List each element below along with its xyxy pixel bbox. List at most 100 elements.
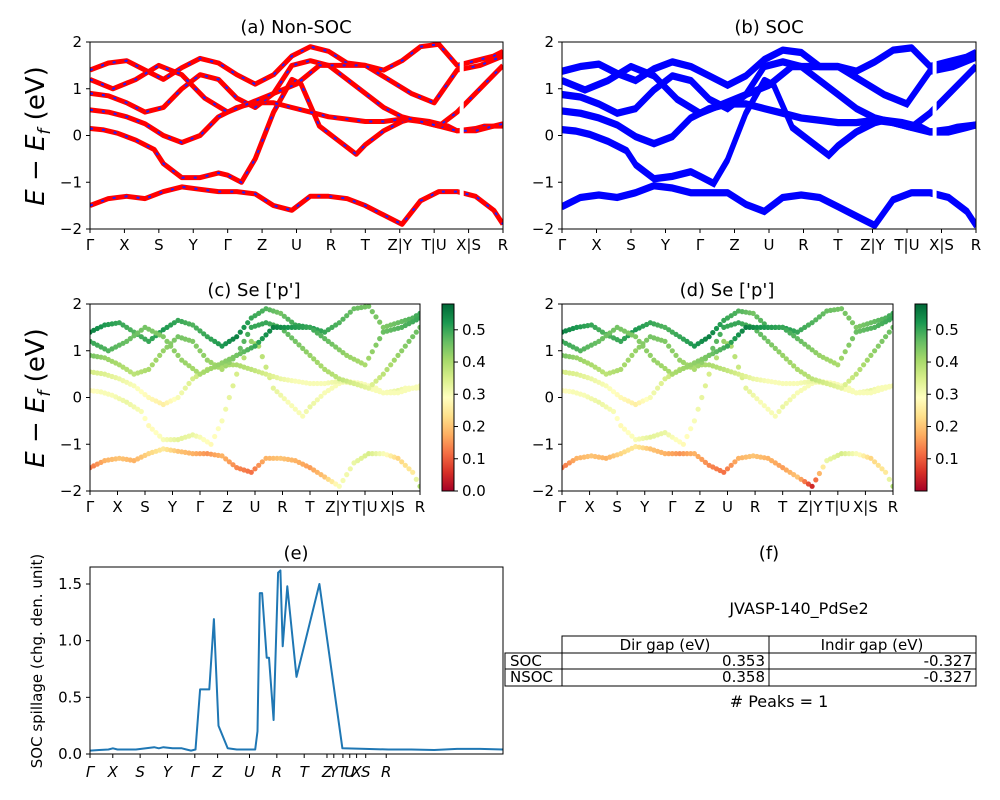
band-point	[201, 451, 207, 457]
xtick-label: X|S	[929, 236, 954, 254]
band-point	[252, 313, 258, 319]
colorbar-tick-label: 0.2	[935, 418, 959, 436]
band-point	[772, 413, 778, 419]
band-point	[131, 383, 137, 389]
band-point	[234, 334, 240, 340]
band-point	[127, 336, 133, 342]
band-point	[138, 408, 144, 415]
band-point	[563, 462, 569, 468]
band-point	[274, 324, 280, 330]
band-point	[267, 455, 273, 461]
band-point	[300, 324, 306, 330]
xtick-label: R	[381, 763, 391, 781]
panel-d-yticks: 2 1 0 −1 −2	[532, 295, 562, 500]
band-point	[772, 324, 778, 330]
xtick-label: U	[764, 236, 775, 254]
band-point	[164, 324, 170, 330]
band-point	[838, 451, 845, 457]
xtick-label: U	[244, 763, 255, 781]
band-point	[783, 356, 789, 362]
band-point	[610, 408, 617, 415]
colorbar-tick-label: 0.3	[935, 385, 959, 403]
band-point	[662, 338, 668, 344]
band-point	[300, 345, 306, 351]
band-line-split-2	[562, 103, 976, 148]
band-point	[417, 324, 420, 330]
band-point	[369, 382, 375, 388]
band-point	[875, 462, 881, 468]
band-line-split-3	[562, 61, 976, 132]
band-point	[168, 437, 174, 443]
band-point	[193, 343, 199, 349]
band-point	[621, 335, 628, 342]
band-point	[190, 338, 196, 344]
band-point	[417, 383, 420, 389]
band-point	[721, 469, 727, 475]
band-point	[292, 324, 298, 330]
band-point	[197, 328, 203, 334]
band-point	[410, 334, 416, 340]
band-point	[259, 308, 265, 314]
band-point	[816, 470, 823, 477]
colorbar-tick-label: 0.4	[462, 353, 486, 371]
panel-a-yticks: 2 1 0 −1 −2	[60, 33, 90, 238]
xtick-label: T	[304, 498, 315, 516]
band-point	[695, 453, 701, 460]
band-point	[739, 328, 745, 334]
ytick-label: 2	[72, 33, 82, 51]
band-point	[644, 348, 650, 354]
band-point	[373, 342, 379, 348]
band-point	[344, 472, 350, 478]
band-point	[226, 394, 232, 401]
band-point	[666, 343, 672, 349]
panel-c-yticks: 2 1 0 −1 −2	[60, 295, 90, 500]
band-point	[666, 451, 672, 457]
band-point	[846, 378, 852, 384]
band-point	[820, 464, 826, 470]
band-point	[329, 385, 335, 391]
band-point	[647, 352, 653, 358]
band-point	[610, 389, 617, 395]
band-point	[625, 357, 631, 363]
band-point	[640, 343, 646, 349]
band-point	[732, 336, 738, 342]
xtick-label: Z|Y	[388, 236, 413, 254]
band-point	[618, 366, 624, 372]
band-point	[336, 483, 342, 489]
band-point	[776, 349, 782, 355]
band-point	[314, 397, 320, 403]
band-point	[318, 472, 324, 478]
band-point	[179, 357, 185, 363]
panel-c-colorbar: 0.0 0.1 0.2 0.3 0.4 0.5	[441, 303, 486, 500]
ytick-label: 2	[544, 295, 554, 313]
band-point	[377, 336, 383, 342]
band-point	[662, 365, 668, 372]
band-point	[802, 479, 808, 485]
band-point	[259, 354, 265, 360]
band-point	[813, 350, 819, 356]
band-point	[197, 348, 203, 354]
band-point	[662, 451, 668, 457]
band-point	[369, 309, 375, 315]
band-point	[849, 336, 856, 342]
band-point	[838, 385, 845, 391]
panel-e-yticks: 0.0 0.5 1.0 1.5	[58, 575, 90, 763]
band-point	[890, 324, 893, 330]
band-point	[149, 426, 155, 432]
band-point	[325, 476, 331, 482]
band-point	[864, 357, 870, 363]
band-point	[809, 347, 815, 353]
band-point	[680, 451, 687, 457]
band-point	[684, 451, 690, 457]
band-point	[289, 324, 295, 330]
band-point	[127, 369, 133, 375]
band-point	[289, 319, 295, 325]
band-point	[717, 321, 723, 328]
panel-e-frame	[89, 566, 504, 755]
band-point	[842, 310, 848, 316]
band-line-split-1	[562, 185, 976, 229]
band-point	[160, 334, 166, 340]
band-point	[721, 317, 727, 323]
band-point	[146, 423, 152, 429]
band-point	[787, 359, 793, 365]
